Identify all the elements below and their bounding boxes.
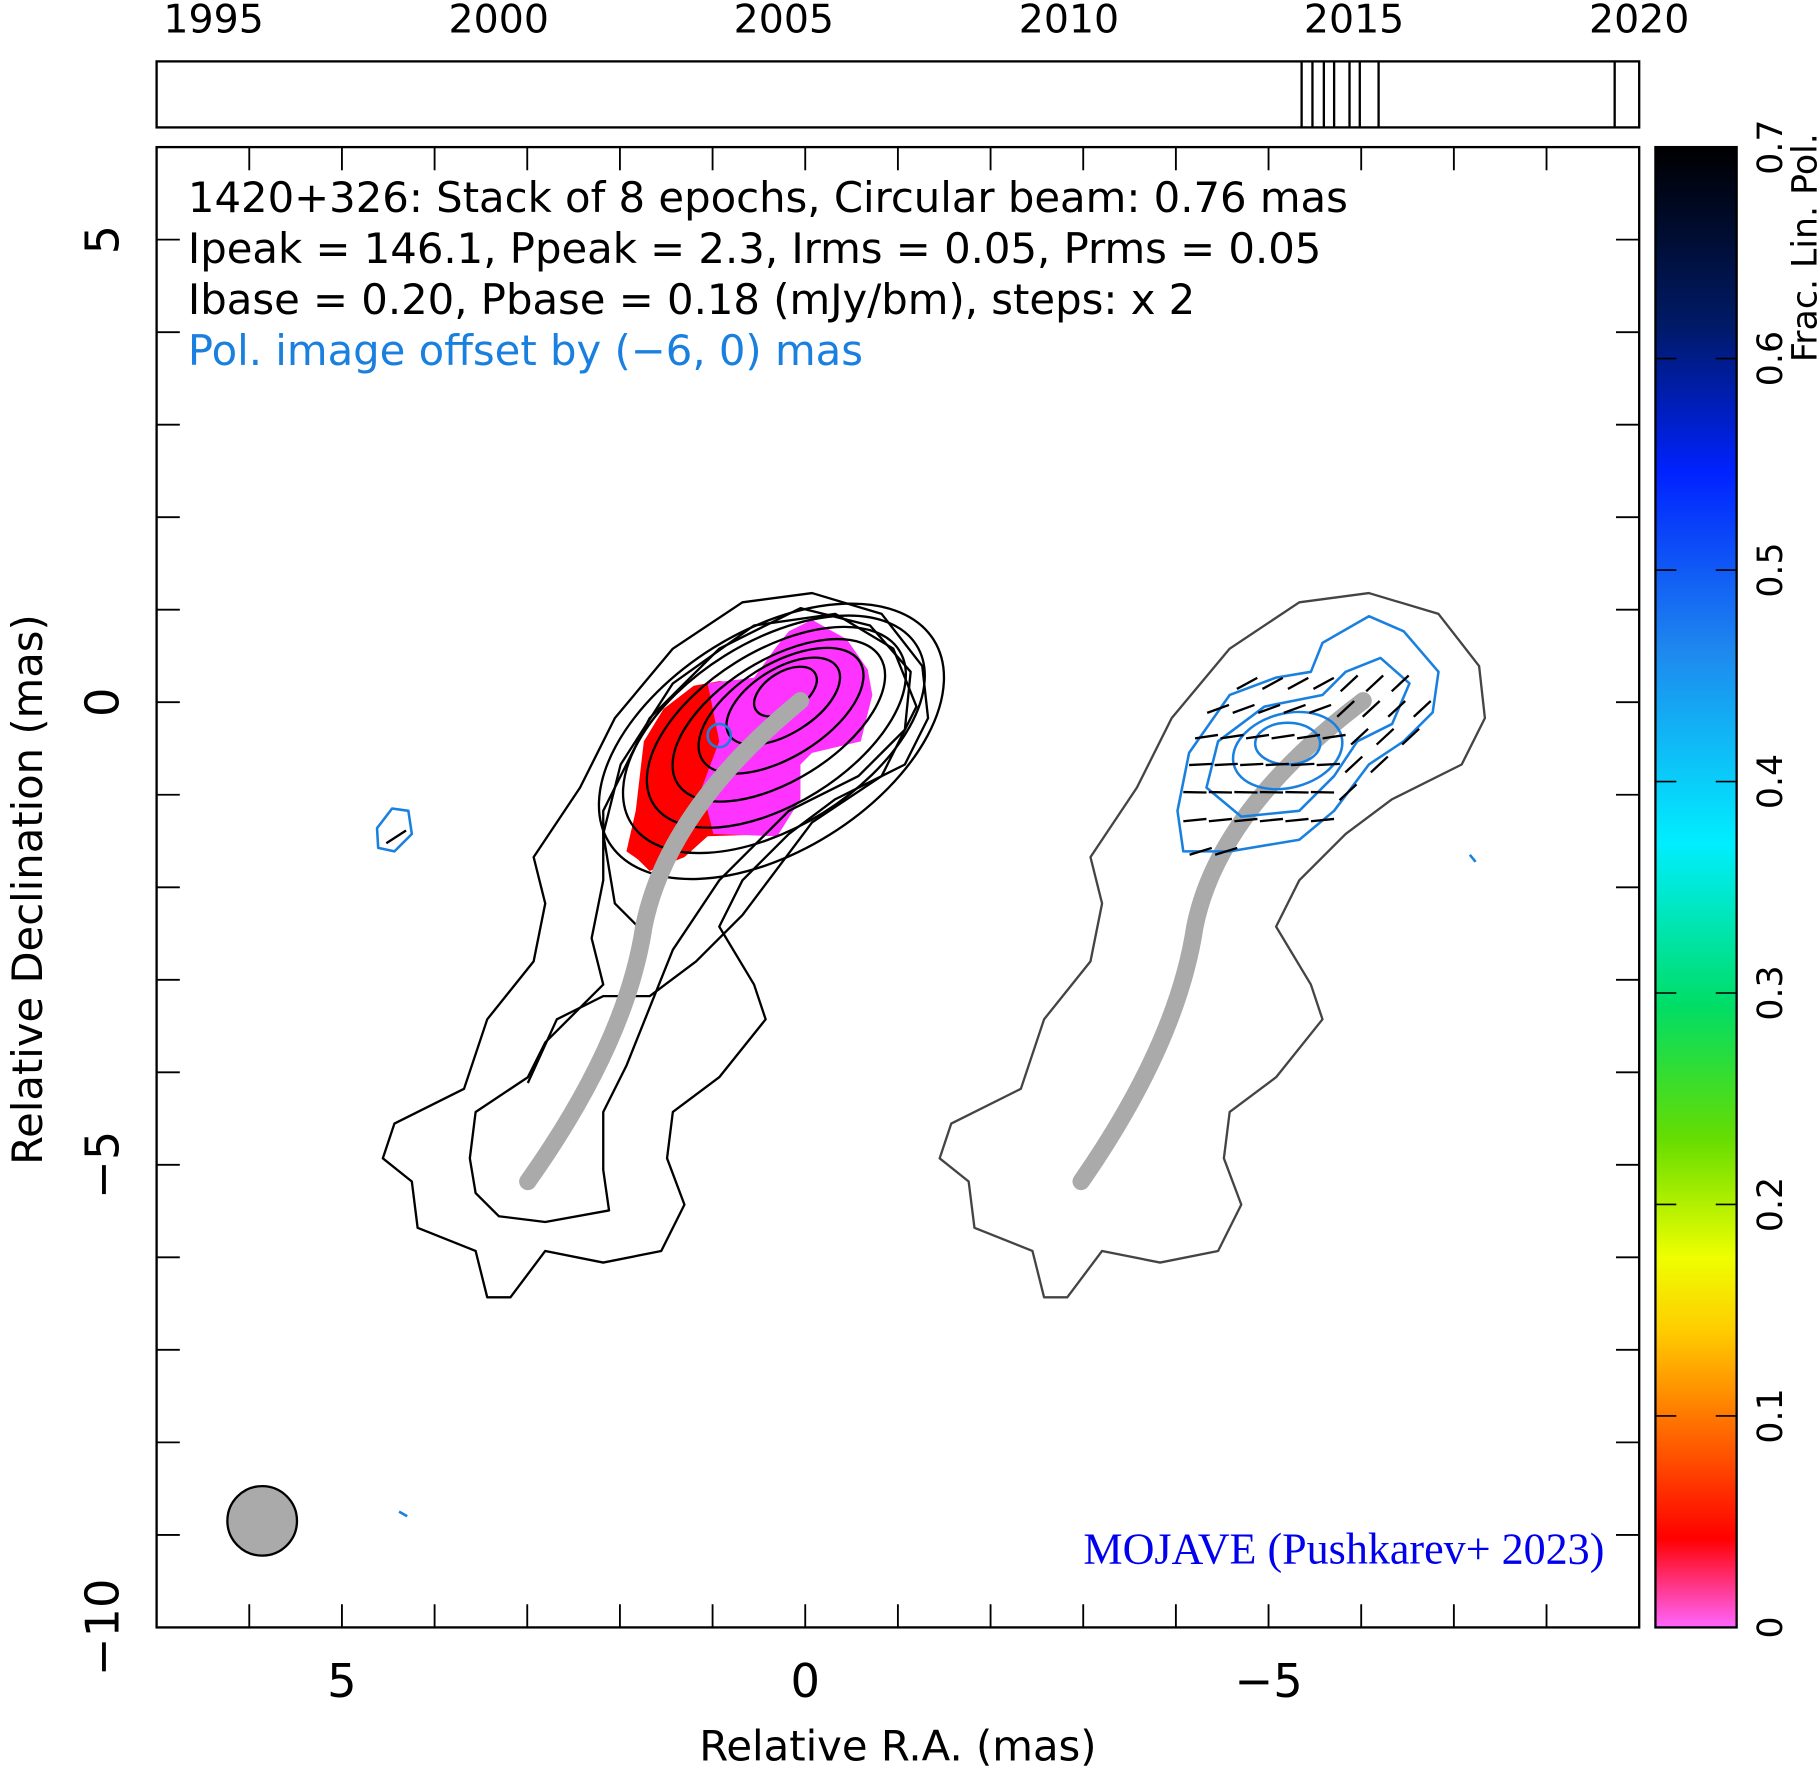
evpa-tick [385, 829, 407, 845]
evpa-tick [1312, 676, 1335, 690]
year-label: 2020 [1589, 0, 1689, 42]
evpa-tick [1344, 755, 1364, 774]
evpa-tick [1214, 846, 1238, 856]
colorbar-gradient [1655, 147, 1737, 1628]
evpa-tick [1220, 733, 1244, 740]
evpa-tick [1183, 817, 1207, 823]
timeline-frame [155, 60, 1641, 129]
evpa-tick [1265, 762, 1289, 767]
evpa-tick [1208, 817, 1233, 823]
evpa-tick [1245, 733, 1270, 740]
x-tick-label: 0 [790, 1654, 820, 1708]
contour [938, 591, 1487, 1299]
pol-contour [706, 722, 733, 749]
year-label: 2000 [449, 0, 549, 42]
evpa-tick [1283, 703, 1306, 714]
pol-contour [398, 1510, 408, 1518]
evpa-tick [1338, 783, 1358, 802]
evpa-tick [1291, 762, 1315, 767]
colorbar-tick-label: 0 [1751, 1616, 1791, 1638]
pol-contour [375, 807, 414, 853]
beam [226, 1484, 299, 1557]
evpa-tick [1189, 762, 1213, 767]
evpa-ticks [1183, 674, 1432, 856]
x-tick-label: −5 [1234, 1654, 1302, 1708]
x-axis-label: Relative R.A. (mas) [699, 1722, 1096, 1771]
y-tick-label: 5 [75, 225, 129, 254]
evpa-tick [1365, 674, 1384, 693]
evpa-tick [1257, 703, 1281, 714]
title-line: Ibase = 0.20, Pbase = 0.18 (mJy/bm), ste… [188, 275, 1195, 324]
pol-contour [1176, 614, 1440, 853]
evpa-tick [1339, 674, 1359, 693]
evpa-tick [1310, 817, 1335, 823]
evpa-tick [1322, 733, 1346, 740]
evpa-tick [1189, 846, 1213, 856]
evpa-tick [1214, 762, 1238, 767]
evpa-tick [1234, 817, 1258, 823]
evpa-tick [1271, 733, 1295, 740]
colorbar-tick-label: 0.5 [1751, 542, 1791, 597]
evpa-tick [1261, 676, 1284, 690]
pol-contour [1468, 854, 1477, 863]
credit: MOJAVE (Pushkarev+ 2023) [1083, 1525, 1604, 1574]
evpa-tick [1296, 733, 1321, 740]
evpa-tick [1240, 762, 1264, 767]
colorbar-tick-label: 0.4 [1751, 754, 1791, 809]
evpa-tick [1336, 700, 1355, 718]
x-tick-label: 5 [327, 1654, 357, 1708]
contour [381, 591, 930, 1299]
year-label: 2010 [1019, 0, 1119, 42]
colorbar-frame [1654, 145, 1738, 1629]
title-line: Ipeak = 146.1, Ppeak = 2.3, Irms = 0.05,… [188, 224, 1321, 273]
evpa-tick [1259, 817, 1284, 823]
colorbar-tick-label: 0.1 [1751, 1388, 1791, 1443]
fpol-pixels [701, 619, 873, 837]
year-label: 2015 [1304, 0, 1404, 42]
evpa-tick [1412, 700, 1432, 718]
evpa-tick [1287, 676, 1309, 690]
timeline: 1995 2000 2005 2010 2015 2020 [163, 0, 1689, 128]
y-tick-label: 0 [75, 687, 129, 716]
colorbar-label: Frac. Lin. Pol. [1786, 133, 1819, 362]
evpa-tick [1308, 703, 1332, 714]
evpa-tick [1361, 700, 1381, 718]
colorbar-tick-label: 0.3 [1751, 965, 1791, 1020]
y-tick-label: −10 [75, 1579, 129, 1677]
ridge-line [519, 692, 810, 1191]
evpa-tick [1316, 762, 1340, 767]
y-axis-label: Relative Declination (mas) [3, 614, 52, 1165]
evpa-tick [1375, 727, 1395, 746]
evpa-tick [1232, 703, 1255, 714]
colorbar-tick-label: 0.6 [1751, 331, 1791, 386]
image-content [226, 591, 1487, 1557]
title-line: 1420+326: Stack of 8 epochs, Circular be… [188, 173, 1348, 222]
evpa-tick [1194, 733, 1219, 740]
annotation: Pol. image offset by (−6, 0) mas [188, 326, 863, 375]
evpa-tick [1236, 676, 1258, 690]
y-tick-label: −5 [75, 1131, 129, 1199]
year-label: 2005 [734, 0, 834, 42]
evpa-tick [1285, 817, 1309, 823]
colorbar-tick-label: 0.2 [1751, 1177, 1791, 1232]
year-label: 1995 [163, 0, 263, 42]
evpa-tick [1206, 703, 1230, 714]
ridge-line [1072, 692, 1372, 1191]
colorbar-axis: 0 0.1 0.2 0.3 0.4 0.5 0.6 0.7 [1655, 119, 1791, 1638]
evpa-tick [1370, 755, 1389, 774]
evpa-tick [1401, 727, 1420, 746]
evpa-tick [1390, 674, 1410, 693]
axes: 5 0 −5 5 0 −5 −10 [75, 147, 1640, 1708]
pol-contour [1205, 656, 1411, 818]
colorbar-tick-label: 0.7 [1751, 119, 1791, 174]
evpa-tick [1387, 700, 1407, 718]
evpa-tick [1350, 727, 1369, 746]
